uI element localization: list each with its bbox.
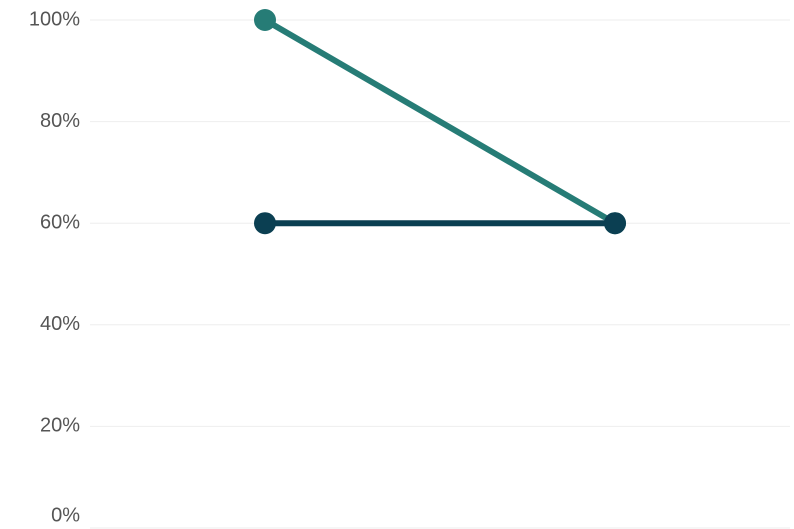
y-tick-label: 40% (40, 313, 80, 335)
y-tick-label: 0% (51, 504, 80, 526)
data-point (254, 212, 276, 235)
series-line (262, 17, 618, 227)
y-tick-label: 20% (40, 415, 80, 437)
y-tick-label: 60% (40, 211, 80, 233)
y-tick-label: 100% (29, 8, 80, 30)
y-tick-label: 80% (40, 110, 80, 132)
data-point (254, 9, 276, 31)
data-point (604, 212, 626, 235)
